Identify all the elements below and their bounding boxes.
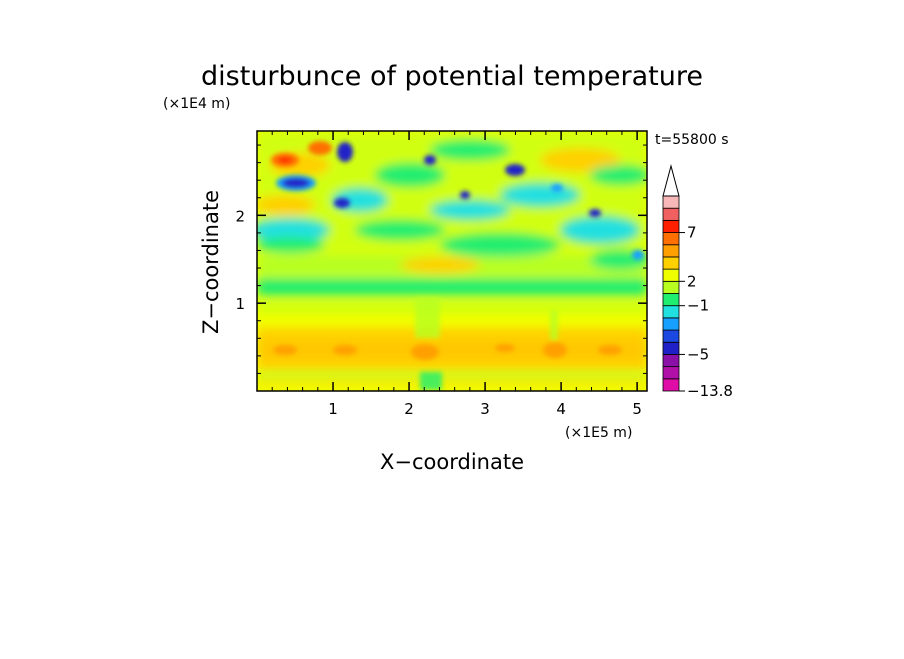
heatmap-field <box>257 131 647 391</box>
x-tick-label: 4 <box>556 400 566 418</box>
colorbar-swatch <box>662 329 680 343</box>
colorbar-tick-label: 2 <box>687 272 697 290</box>
x-tick-label: 3 <box>480 400 490 418</box>
colorbar-swatch <box>662 366 680 380</box>
colorbar-tick-label: −5 <box>687 345 709 363</box>
colorbar-swatch <box>662 244 680 258</box>
time-label: t=55800 s <box>655 132 729 148</box>
x-axis-ticks: 1 2 3 4 5 <box>271 131 642 418</box>
y-tick-label: 2 <box>235 207 245 225</box>
colorbar-swatch <box>662 305 680 319</box>
colorbar-tick-label: 7 <box>687 224 697 242</box>
colorbar-swatch <box>662 219 680 233</box>
colorbar-extend-arrow <box>662 164 680 197</box>
x-tick-label: 1 <box>328 400 338 418</box>
y-axis-ticks: 12 <box>235 144 647 374</box>
x-axis-label: X−coordinate <box>380 450 524 474</box>
colorbar-swatch <box>662 232 680 246</box>
colorbar-swatch <box>662 341 680 355</box>
colorbar-swatch <box>662 317 680 331</box>
colorbar-swatch <box>662 256 680 270</box>
y-tick-label: 1 <box>235 295 245 313</box>
plot-frame <box>256 130 648 392</box>
colorbar-swatch <box>662 280 680 294</box>
colorbar-swatch <box>662 293 680 307</box>
x-unit-label: (×1E5 m) <box>565 425 632 441</box>
chart-title: disturbunce of potential temperature <box>201 61 703 92</box>
colorbar-swatch <box>662 354 680 368</box>
colorbar: −13.8 −5 −1 2 7 <box>662 164 733 400</box>
colorbar-swatch <box>662 195 680 209</box>
colorbar-tick-label: −1 <box>687 297 709 315</box>
colorbar-swatch <box>662 378 680 392</box>
colorbar-swatch <box>662 268 680 282</box>
colorbar-tick-label: −13.8 <box>687 382 733 400</box>
y-unit-label: (×1E4 m) <box>163 96 230 112</box>
x-tick-label: 2 <box>404 400 414 418</box>
x-tick-label: 5 <box>632 400 642 418</box>
colorbar-swatch <box>662 207 680 221</box>
y-axis-label: Z−coordinate <box>199 190 223 334</box>
